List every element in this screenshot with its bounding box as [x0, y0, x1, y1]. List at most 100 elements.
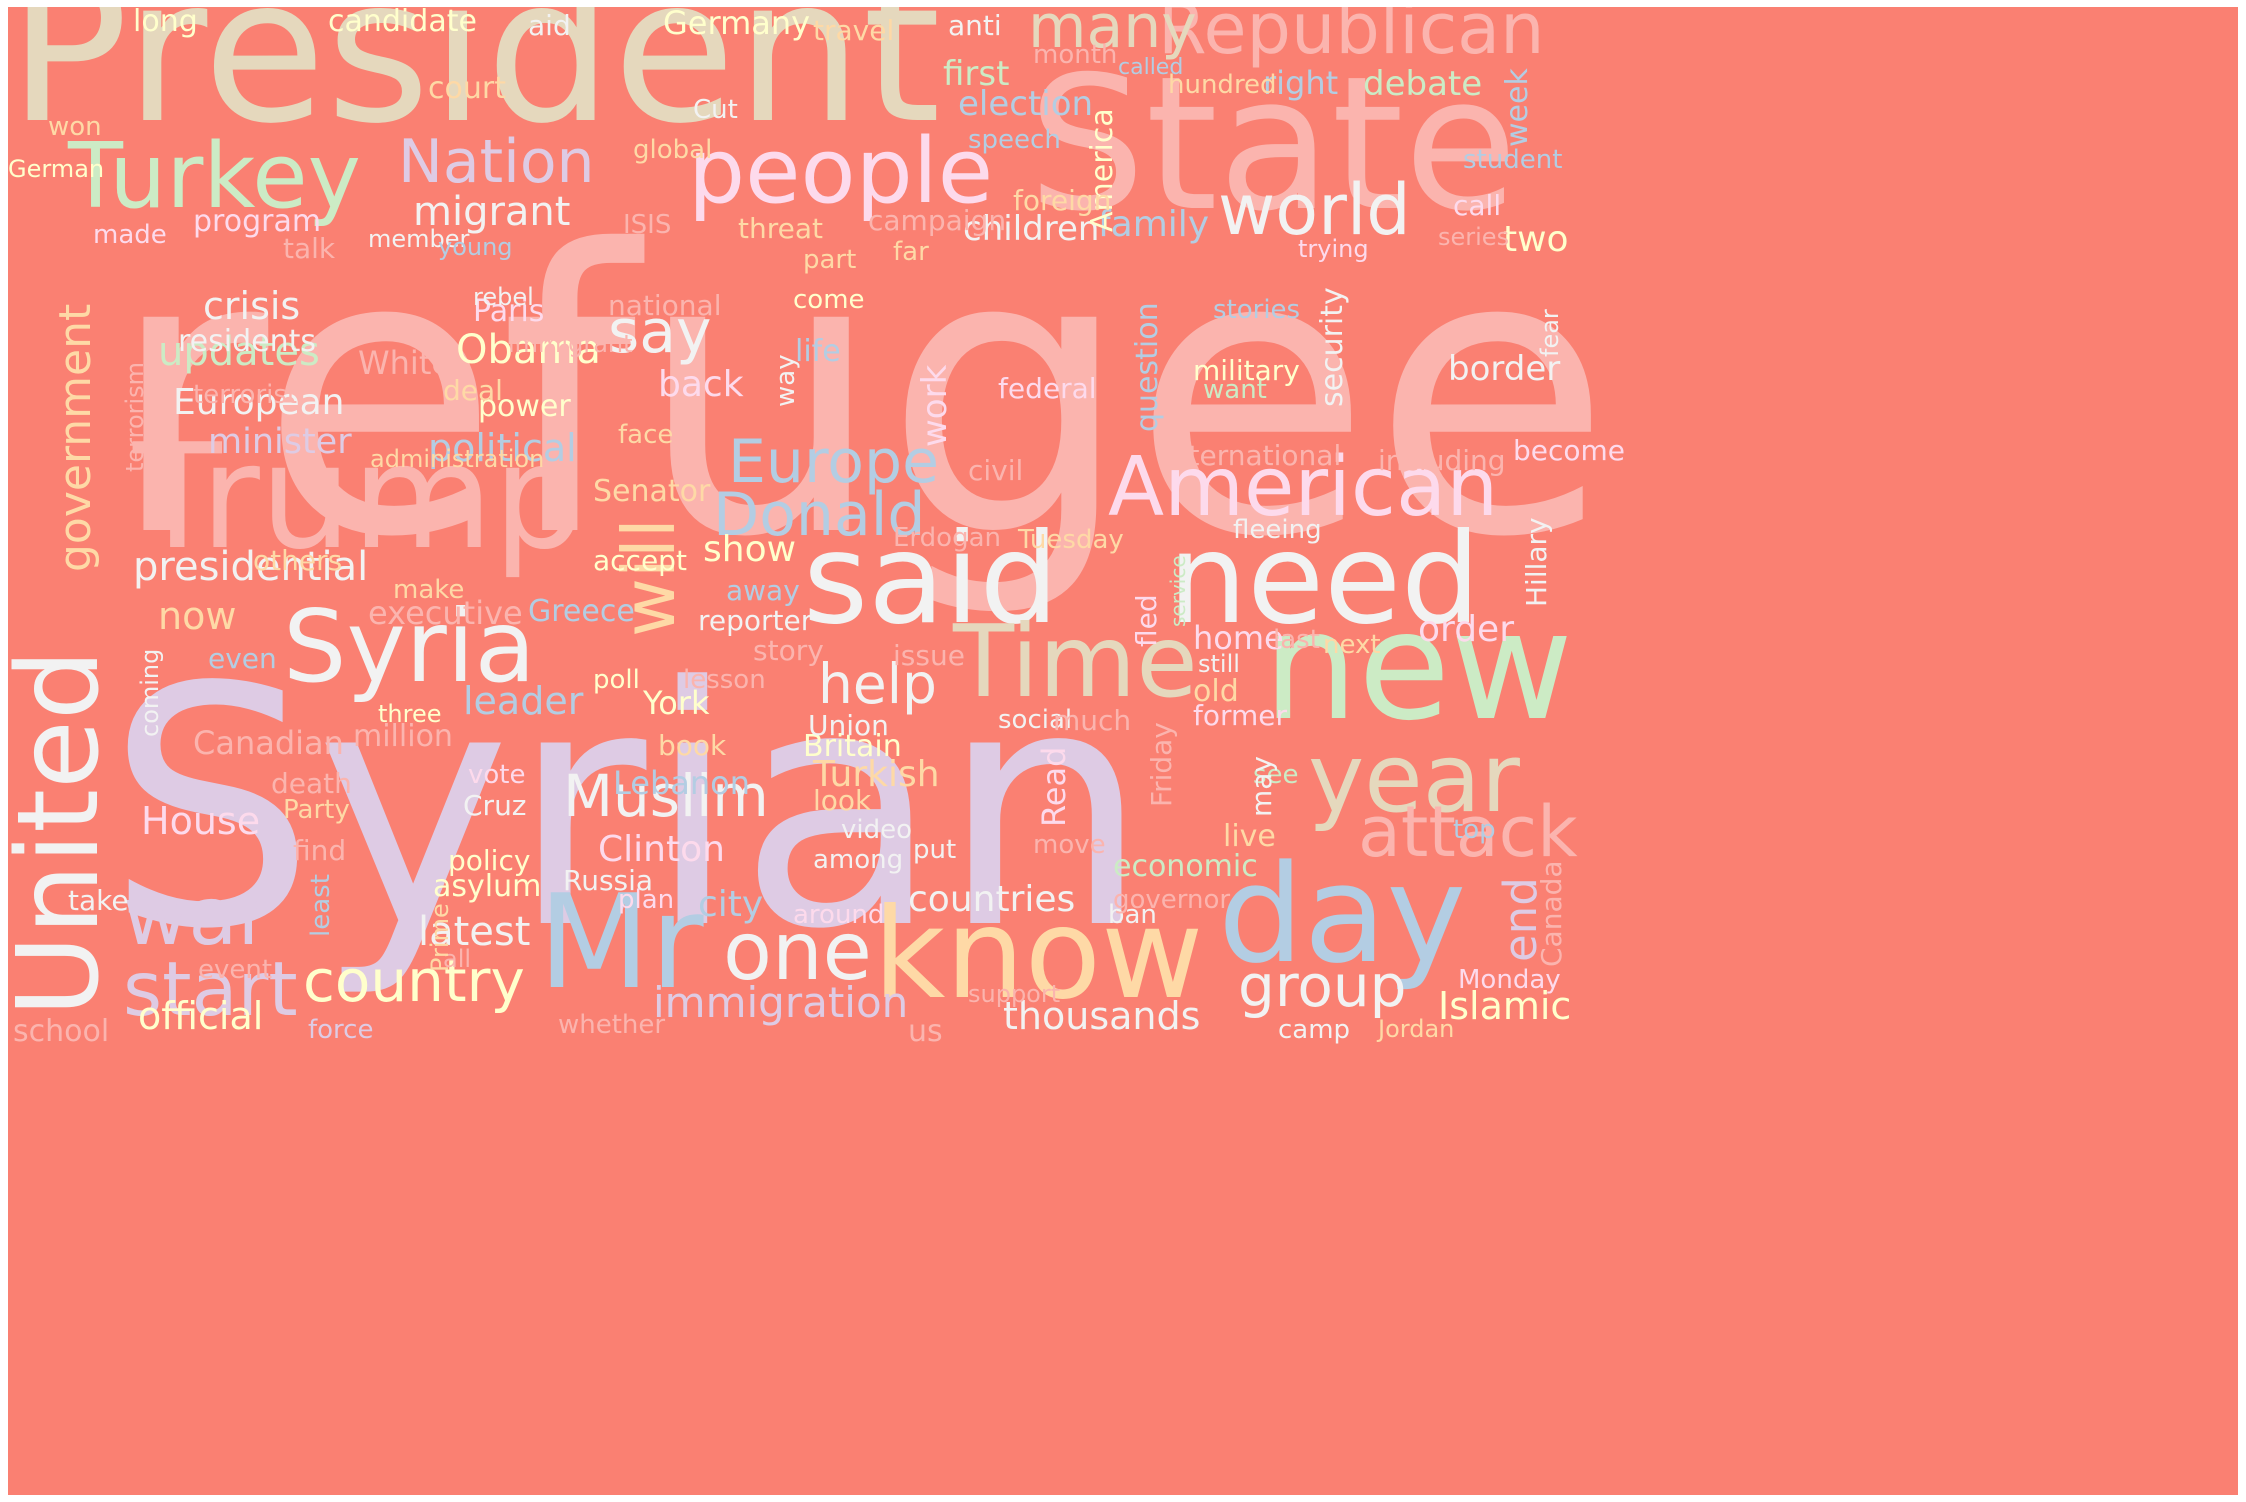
- word-clinton: Clinton: [598, 829, 725, 870]
- word-issue: issue: [893, 639, 965, 672]
- word-presidential: presidential: [133, 544, 369, 590]
- word-nation: Nation: [398, 127, 595, 197]
- word-now: now: [158, 594, 237, 638]
- word-city: city: [698, 884, 764, 925]
- word-accept: accept: [593, 544, 687, 577]
- word-obama: Obama: [456, 327, 601, 373]
- word-political: political: [428, 426, 577, 470]
- word-speech: speech: [968, 125, 1061, 155]
- word-minister: minister: [208, 422, 352, 462]
- word-refugee: refugee: [108, 168, 1612, 622]
- word-government: government: [50, 303, 101, 572]
- word-may: may: [1245, 755, 1278, 817]
- word-cruz: Cruz: [463, 789, 527, 822]
- word-last: last: [1273, 625, 1320, 655]
- word-foreign: foreign: [1013, 184, 1112, 217]
- word-million: million: [353, 719, 453, 754]
- word-civil: civil: [968, 454, 1024, 487]
- word-erdogan: Erdogan: [893, 523, 1001, 553]
- word-threat: threat: [738, 212, 823, 245]
- word-isis: ISIS: [623, 210, 672, 240]
- word-said: said: [803, 507, 1059, 652]
- word-union: Union: [808, 709, 889, 742]
- word-children: children: [963, 209, 1100, 249]
- word-country: country: [303, 947, 525, 1015]
- word-month: month: [1033, 40, 1118, 70]
- word-cut: Cut: [693, 95, 738, 125]
- word-britain: Britain: [803, 729, 902, 764]
- word-lebanon: Lebanon: [613, 764, 751, 802]
- word-support: support: [968, 980, 1061, 1008]
- word-made: made: [93, 220, 167, 250]
- word-new: new: [1263, 580, 1574, 754]
- word-event: event: [198, 955, 273, 985]
- word-crisis: crisis: [203, 284, 301, 328]
- word-syria: Syria: [283, 588, 536, 705]
- word-say: say: [608, 297, 712, 367]
- word-cloud: refugee Syrian President State Trump new need s…: [8, 7, 2238, 1495]
- word-book: book: [658, 729, 727, 762]
- word-former: former: [1193, 699, 1288, 732]
- word-tuesday: Tuesday: [1018, 525, 1124, 555]
- word-help: help: [818, 652, 937, 716]
- word-terrorist: terrorist: [193, 380, 298, 410]
- word-canada: Canada: [1535, 860, 1568, 967]
- word-war: war: [123, 870, 271, 963]
- word-many: many: [1028, 7, 1197, 62]
- word-president: President: [8, 7, 941, 168]
- word-away: away: [726, 574, 800, 607]
- word-leader: leader: [463, 679, 584, 723]
- word-year: year: [1308, 724, 1520, 834]
- word-fleeing: fleeing: [1233, 515, 1322, 545]
- word-next: next: [1323, 630, 1381, 660]
- word-immigrant: immigrant: [508, 330, 633, 358]
- word-read: Read: [1035, 746, 1073, 827]
- word-rebel: rebel: [473, 283, 534, 311]
- word-trump: Trump: [133, 413, 586, 582]
- word-plan: plan: [618, 885, 675, 915]
- word-policy: policy: [448, 844, 531, 877]
- word-make: make: [393, 575, 465, 605]
- word-turkish: Turkish: [813, 754, 940, 795]
- word-young: young: [438, 233, 513, 261]
- word-question: question: [1130, 302, 1165, 432]
- word-student: student: [1463, 145, 1563, 175]
- word-state: State: [1028, 36, 1518, 252]
- word-governor: governor: [1113, 885, 1231, 915]
- word-candidate: candidate: [328, 7, 477, 39]
- word-turkey: Turkey: [68, 124, 361, 229]
- word-look: look: [813, 784, 872, 817]
- word-face: face: [618, 420, 674, 450]
- word-poll: poll: [593, 665, 640, 695]
- word-want: want: [1203, 375, 1267, 405]
- word-put: put: [913, 835, 957, 865]
- word-fled: fled: [1130, 594, 1163, 647]
- word-united: United: [8, 649, 124, 1017]
- word-day: day: [1218, 836, 1467, 993]
- word-camp: camp: [1278, 1015, 1351, 1045]
- word-know: know: [873, 882, 1204, 1027]
- word-trying: trying: [1298, 235, 1369, 263]
- word-republican: Republican: [1158, 7, 1545, 70]
- word-take: take: [68, 884, 129, 917]
- word-life: life: [795, 334, 841, 369]
- word-party: Party: [283, 795, 350, 825]
- word-first: first: [943, 54, 1010, 94]
- word-even: even: [208, 642, 277, 675]
- word-force: force: [308, 1015, 374, 1045]
- word-countries: countries: [908, 879, 1076, 920]
- word-york: York: [643, 684, 710, 722]
- word-group: group: [1238, 952, 1407, 1020]
- word-coming: coming: [136, 648, 164, 737]
- word-deal: deal: [443, 374, 503, 407]
- word-show: show: [703, 529, 797, 570]
- word-start: start: [123, 945, 298, 1033]
- word-military: military: [1193, 354, 1300, 387]
- word-executive: executive: [368, 594, 523, 632]
- word-white: White: [358, 344, 452, 382]
- word-won: won: [48, 112, 102, 142]
- word-story: story: [753, 634, 824, 667]
- word-least: least: [306, 874, 336, 937]
- word-others: others: [253, 544, 343, 577]
- word-ban: ban: [1108, 900, 1157, 930]
